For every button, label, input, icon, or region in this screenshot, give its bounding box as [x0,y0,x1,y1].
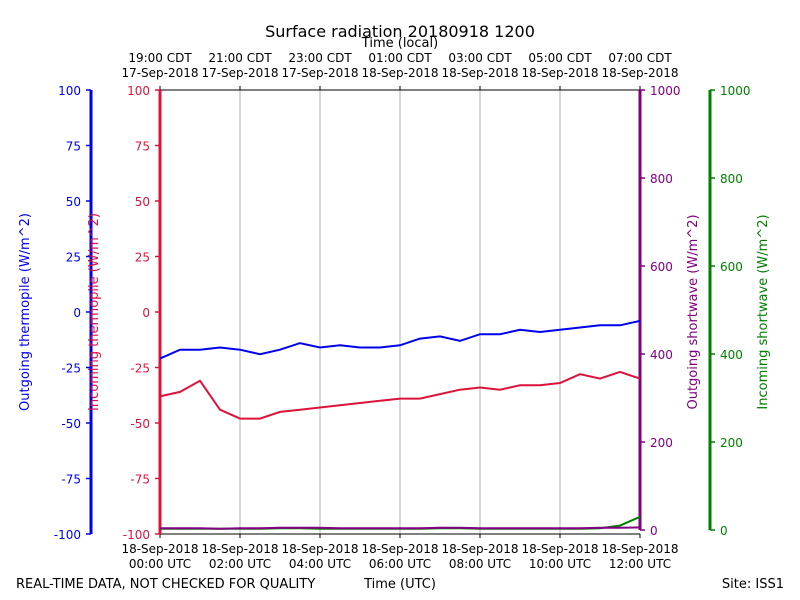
y-tick-label: 100 [58,84,81,98]
x-tick-label-line: 03:00 CDT [448,51,512,65]
y-tick-label: 75 [66,140,81,154]
x-tick-label: 07:00 CDT 18-Sep-2018 [601,51,678,80]
series-line [159,319,641,360]
x-tick-label-line: 18-Sep-2018 [601,66,678,80]
y2-tick-label: 25 [135,251,150,265]
x-tick-label-line: 12:00 UTC [609,557,671,571]
y2-tick-label: 0 [142,306,150,320]
x-tick-label: 18-Sep-2018 10:00 UTC [521,542,598,571]
x-tick-label-line: 18-Sep-2018 [201,542,278,556]
y3-tick-label: 0 [650,524,658,538]
x-tick-label: 23:00 CDT 17-Sep-2018 [281,51,358,80]
x-tick-label: 03:00 CDT 18-Sep-2018 [441,51,518,80]
y4-axis-label: Incoming shortwave (W/m^2) [756,214,771,409]
x-tick-label-line: 18-Sep-2018 [441,542,518,556]
x-tick-label-line: 17-Sep-2018 [281,66,358,80]
y4-tick-label: 800 [720,172,743,186]
x-tick-label-line: 18-Sep-2018 [601,542,678,556]
y4-tick-label: 400 [720,348,743,362]
x-tick-label-line: 10:00 UTC [529,557,591,571]
y3-axis-label: Outgoing shortwave (W/m^2) [686,214,701,409]
series-line [159,370,641,420]
y2-tick-label: 100 [127,84,150,98]
y4-tick-label: 600 [720,260,743,274]
x-tick-label-line: 02:00 UTC [209,557,271,571]
x-tick-label-line: 19:00 CDT [128,51,192,65]
x-tick-label-line: 18-Sep-2018 [521,66,598,80]
y4-tick-label: 0 [720,524,728,538]
x-tick-label-line: 00:00 UTC [129,557,191,571]
y3-tick-label: 800 [650,172,673,186]
x-tick-label-line: 17-Sep-2018 [121,66,198,80]
x-tick-label-line: 04:00 UTC [289,557,351,571]
x-tick-label: 18-Sep-2018 00:00 UTC [121,542,198,571]
y3-tick-label: 400 [650,348,673,362]
site-label: Site: ISS1 [722,577,784,592]
x-tick-label: 01:00 CDT 18-Sep-2018 [361,51,438,80]
x-tick-label: 18-Sep-2018 08:00 UTC [441,542,518,571]
x-tick-label-line: 07:00 CDT [608,51,672,65]
x-tick-label-line: 21:00 CDT [208,51,272,65]
y-tick-label: 50 [66,195,81,209]
chart-title: Surface radiation 20180918 1200 [265,22,535,41]
y2-tick-label: 50 [135,195,150,209]
x-tick-label-line: 08:00 UTC [449,557,511,571]
y2-tick-label: -100 [123,528,150,542]
x-tick-label-line: 05:00 CDT [528,51,592,65]
x-tick-label: 19:00 CDT 17-Sep-2018 [121,51,198,80]
x-tick-label: 18-Sep-2018 12:00 UTC [601,542,678,571]
x2-axis-label: Time (local) [361,36,438,51]
y2-tick-label: -25 [130,362,150,376]
y3-tick-label: 1000 [650,84,681,98]
x-tick-label-line: 18-Sep-2018 [361,542,438,556]
y-tick-label: 0 [73,306,81,320]
x-tick-label: 21:00 CDT 17-Sep-2018 [201,51,278,80]
x-tick-label-line: 18-Sep-2018 [521,542,598,556]
y3-tick-label: 200 [650,436,673,450]
x-tick-label: 18-Sep-2018 06:00 UTC [361,542,438,571]
y-tick-label: -75 [61,473,81,487]
x-tick-label-line: 01:00 CDT [368,51,432,65]
y3-tick-label: 600 [650,260,673,274]
x-tick-label-line: 18-Sep-2018 [121,542,198,556]
y2-tick-label: 75 [135,140,150,154]
x-tick-label-line: 18-Sep-2018 [281,542,358,556]
x-tick-label-line: 17-Sep-2018 [201,66,278,80]
y-tick-label: -50 [61,417,81,431]
y-tick-label: -100 [54,528,81,542]
y-tick-label: -25 [61,362,81,376]
y4-tick-label: 200 [720,436,743,450]
y-axis-label: Outgoing thermopile (W/m^2) [18,213,33,411]
x-tick-label: 05:00 CDT 18-Sep-2018 [521,51,598,80]
footer-note: REAL-TIME DATA, NOT CHECKED FOR QUALITY [16,577,315,592]
y2-tick-label: -75 [130,473,150,487]
series-line [160,526,641,530]
y-tick-label: 25 [66,251,81,265]
x-axis-label: Time (UTC) [363,577,436,592]
x-tick-label: 18-Sep-2018 04:00 UTC [281,542,358,571]
x-tick-label-line: 06:00 UTC [369,557,431,571]
x-tick-label-line: 23:00 CDT [288,51,352,65]
x-tick-label: 18-Sep-2018 02:00 UTC [201,542,278,571]
x-tick-label-line: 18-Sep-2018 [441,66,518,80]
y2-axis-label: Incoming thermopile (W/m^2) [87,213,102,411]
y4-tick-label: 1000 [720,84,751,98]
y2-tick-label: -50 [130,417,150,431]
x-tick-label-line: 18-Sep-2018 [361,66,438,80]
